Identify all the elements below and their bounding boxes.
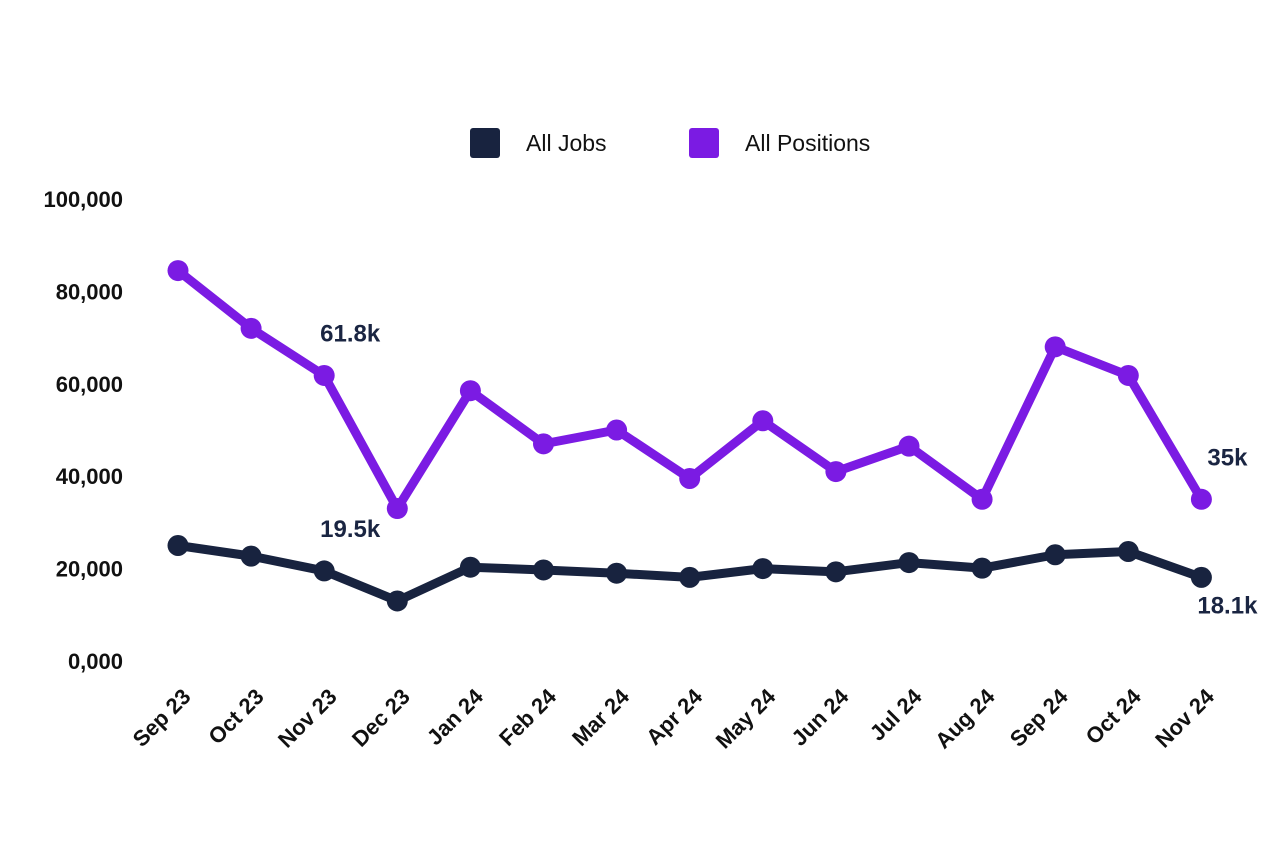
data-point-all-positions xyxy=(606,419,628,441)
data-point-all-jobs xyxy=(533,559,554,581)
data-point-all-positions xyxy=(1117,364,1139,386)
data-point-all-jobs xyxy=(240,545,262,567)
data-point-all-jobs xyxy=(313,560,335,582)
series-layer xyxy=(167,260,1212,612)
data-point-all-positions xyxy=(825,461,847,483)
x-tick-label: Aug 24 xyxy=(930,683,1000,753)
x-tick-label: Jun 24 xyxy=(786,683,854,751)
y-tick-label: 0,000 xyxy=(68,649,123,674)
x-tick-label: Dec 23 xyxy=(347,684,415,752)
data-point-all-jobs xyxy=(606,562,628,584)
data-point-all-jobs xyxy=(167,535,189,556)
legend-label-all-jobs: All Jobs xyxy=(526,130,607,156)
data-point-all-jobs xyxy=(1117,541,1139,563)
data-label: 18.1k xyxy=(1197,592,1258,619)
x-tick-label: Feb 24 xyxy=(494,683,562,751)
legend-swatch-all-jobs xyxy=(470,128,500,158)
data-point-all-jobs xyxy=(1044,544,1066,566)
x-tick-label: Nov 24 xyxy=(1150,683,1219,752)
series-all-jobs xyxy=(167,535,1212,612)
data-point-all-positions xyxy=(1190,488,1212,510)
data-point-all-jobs xyxy=(679,566,701,588)
data-point-all-positions xyxy=(240,317,262,339)
legend: All Jobs All Positions xyxy=(470,128,870,158)
x-tick-label: Apr 24 xyxy=(641,683,708,750)
data-point-all-positions xyxy=(1044,336,1066,358)
data-point-all-positions xyxy=(313,364,335,386)
legend-swatch-all-positions xyxy=(689,128,719,158)
data-point-all-jobs xyxy=(752,558,774,580)
data-point-all-jobs xyxy=(459,556,481,578)
y-tick-label: 20,000 xyxy=(56,557,123,582)
data-point-all-jobs xyxy=(386,590,408,612)
y-tick-label: 60,000 xyxy=(56,372,123,397)
data-point-all-positions xyxy=(898,435,920,457)
x-tick-label: Mar 24 xyxy=(567,683,635,751)
data-label: 61.8k xyxy=(320,320,381,347)
y-axis: 0,000 20,000 40,000 60,000 80,000 100,000 xyxy=(43,187,123,674)
data-point-all-positions xyxy=(386,498,408,520)
data-point-all-jobs xyxy=(1190,566,1212,588)
x-tick-label: Sep 24 xyxy=(1005,683,1073,751)
data-point-all-positions xyxy=(459,380,481,402)
x-tick-label: Oct 23 xyxy=(203,684,268,749)
data-point-all-jobs xyxy=(898,552,920,574)
data-label: 35k xyxy=(1207,444,1248,471)
data-labels: 19.5k 18.1k 61.8k 35k xyxy=(320,320,1258,619)
data-point-all-positions xyxy=(167,260,189,282)
legend-label-all-positions: All Positions xyxy=(745,130,870,156)
data-point-all-positions xyxy=(752,410,774,432)
data-point-all-positions xyxy=(679,468,701,490)
data-point-all-positions xyxy=(971,488,993,510)
series-all-positions xyxy=(167,260,1212,520)
y-tick-label: 80,000 xyxy=(56,279,123,304)
x-axis: Sep 23 Oct 23 Nov 23 Dec 23 Jan 24 Feb 24 Mar … xyxy=(128,683,1220,753)
x-tick-label: Jan 24 xyxy=(422,683,489,750)
data-label: 19.5k xyxy=(320,516,381,543)
data-point-all-positions xyxy=(533,433,554,455)
y-tick-label: 100,000 xyxy=(43,187,123,212)
x-tick-label: Jul 24 xyxy=(865,683,927,745)
y-tick-label: 40,000 xyxy=(56,464,123,489)
x-tick-label: May 24 xyxy=(711,683,781,753)
x-tick-label: Oct 24 xyxy=(1081,683,1147,749)
x-tick-label: Sep 23 xyxy=(128,684,196,752)
data-point-all-jobs xyxy=(825,561,847,583)
data-point-all-jobs xyxy=(971,557,993,579)
x-tick-label: Nov 23 xyxy=(273,684,342,753)
